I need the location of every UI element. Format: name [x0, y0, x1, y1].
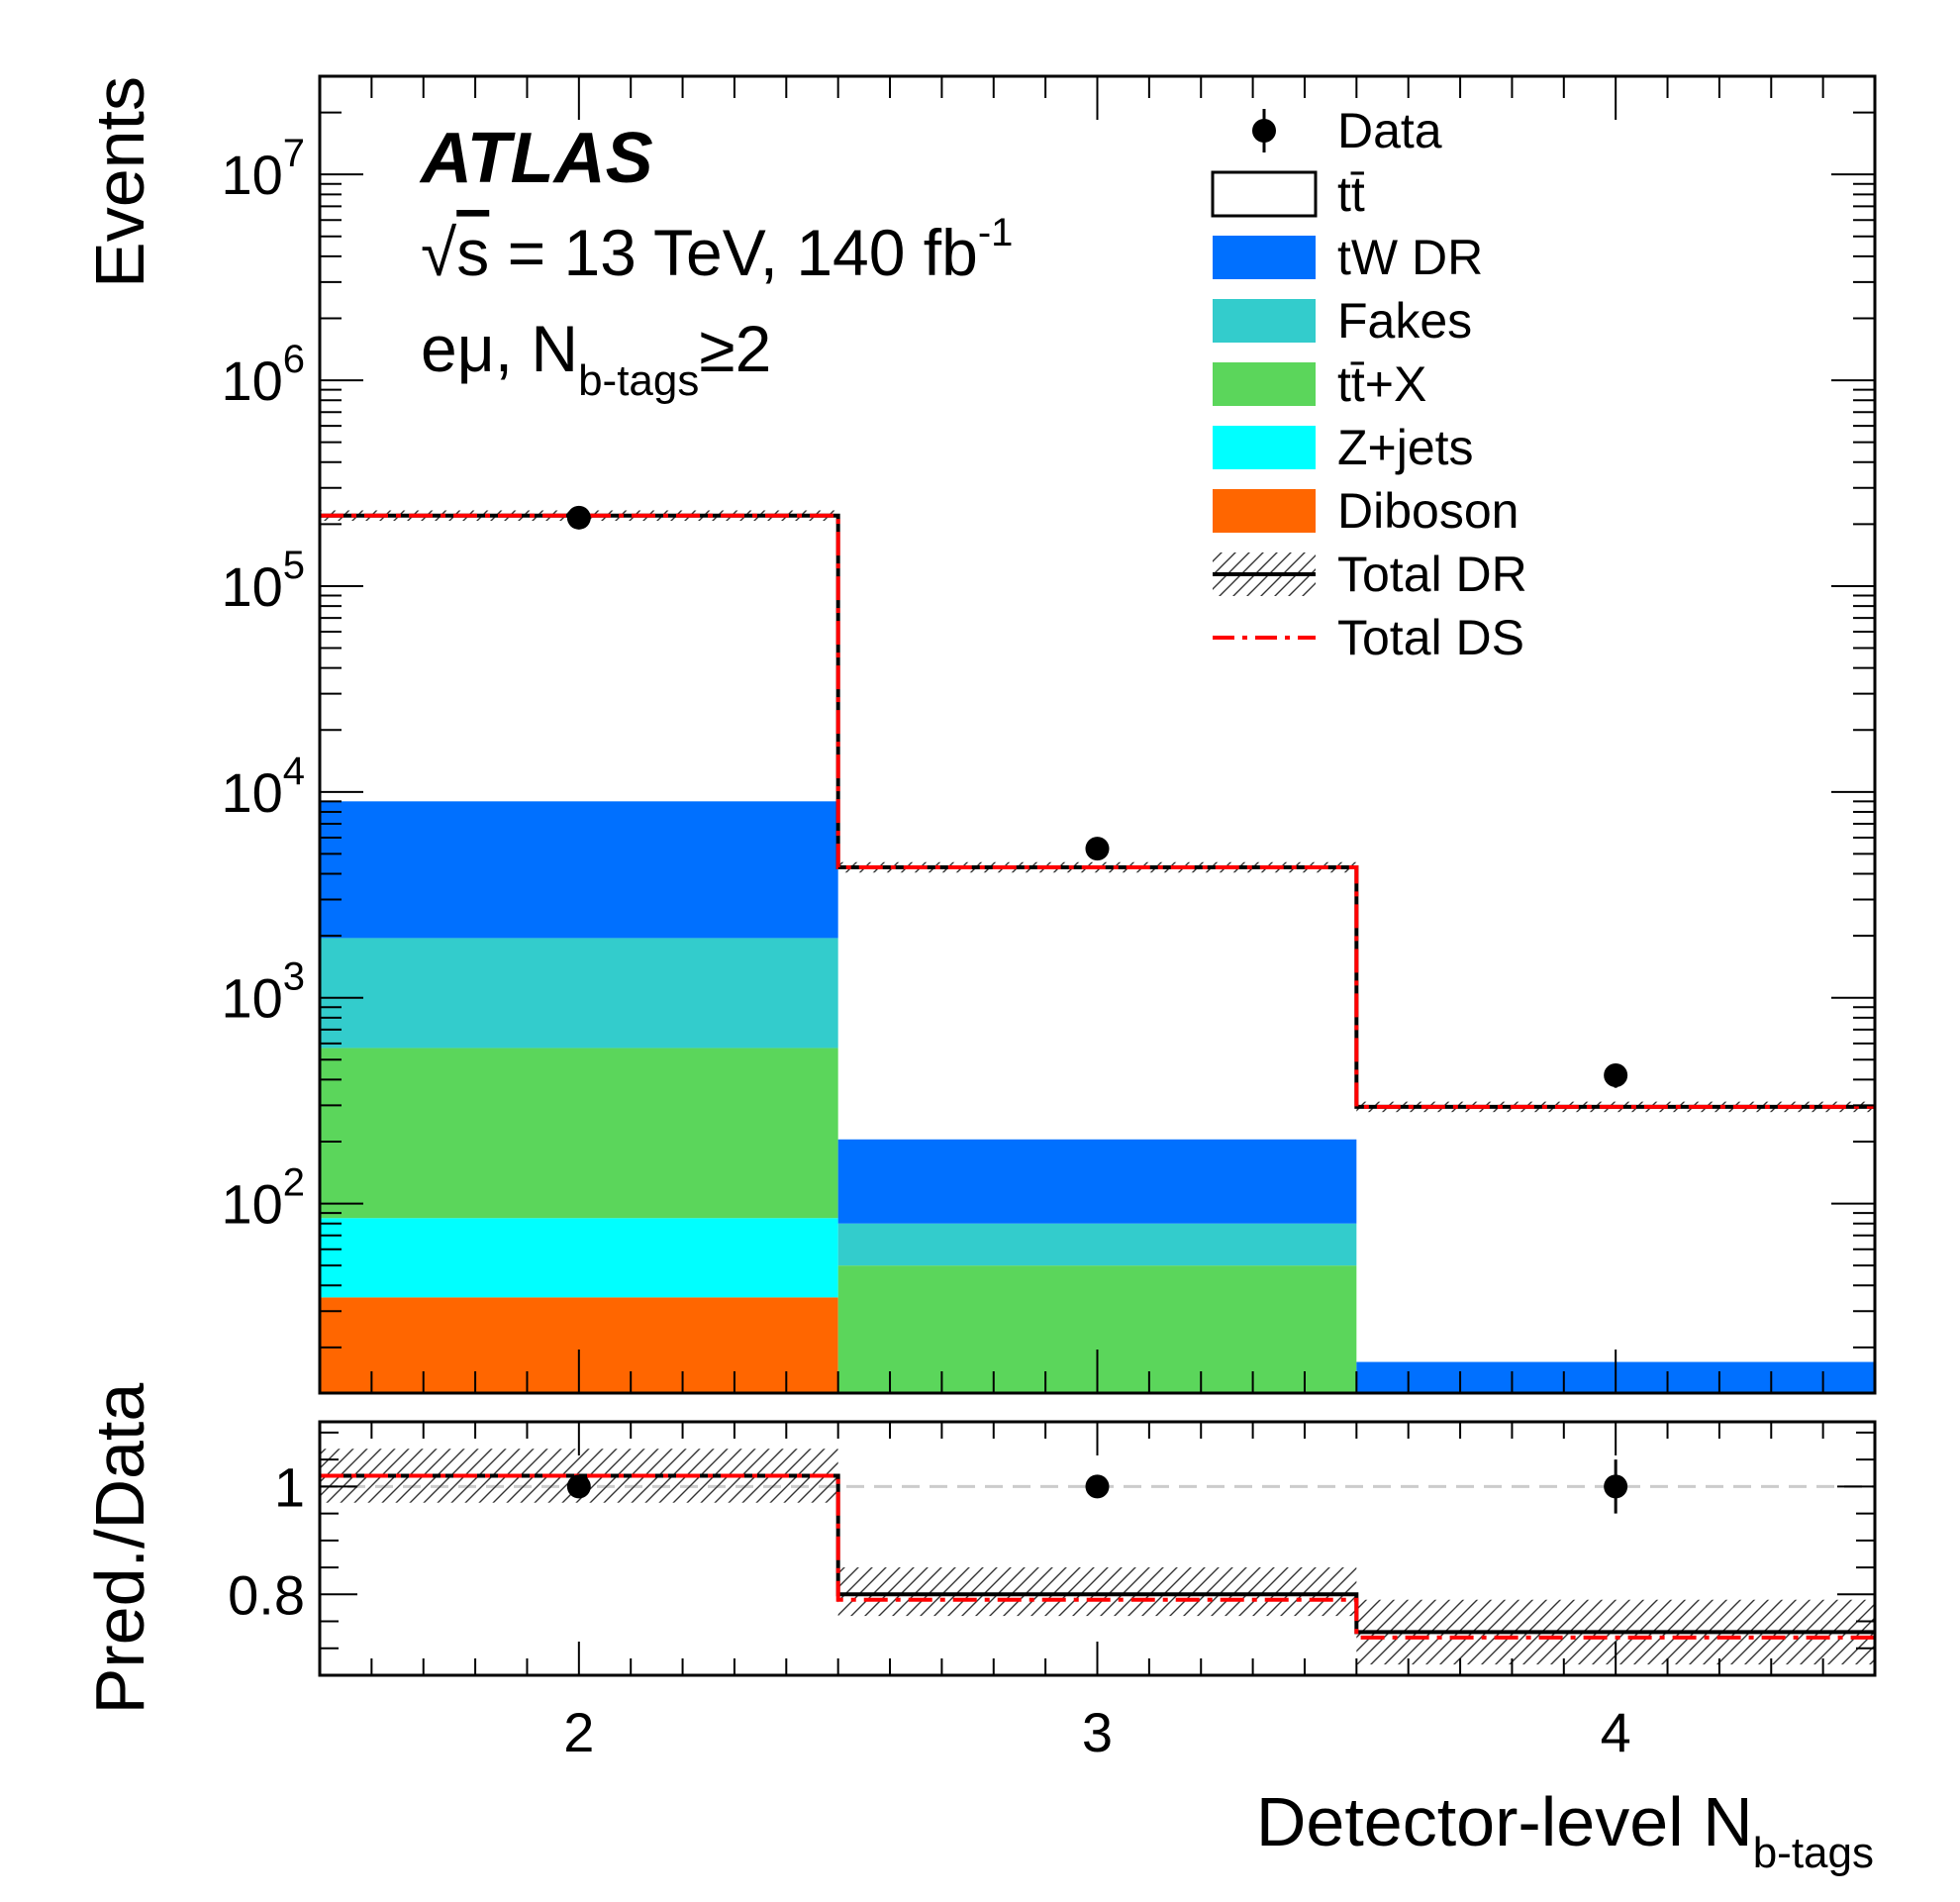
ratio-band-bin-3: [837, 1567, 1357, 1617]
region-label-tail: ≥2: [699, 312, 771, 385]
ratio-data-point-bin-3: [1085, 1474, 1110, 1499]
legend-label-tw-dr: tW DR: [1337, 230, 1483, 285]
legend-label-z-jets: Z+jets: [1337, 420, 1474, 475]
legend-entry-tt-x: tt̄+X: [1213, 356, 1426, 412]
bar-fakes-bin-3: [837, 1223, 1357, 1266]
ratio-plot-frame: [318, 1420, 1877, 1677]
ratio-plot: [318, 1420, 1877, 1677]
bar-tt-x-bin-2: [320, 1048, 838, 1219]
luminosity-exponent: -1: [978, 211, 1014, 254]
y-tick-label-1e6: 106: [221, 338, 305, 412]
x-axis-title-subscript: b-tags: [1753, 1829, 1874, 1877]
y-tick-label-exponent: 3: [283, 955, 305, 999]
region-label-subscript: b-tags: [578, 356, 699, 405]
ratio-y-axis-title: Pred./Data: [81, 1383, 158, 1715]
y-tick-label-exponent: 2: [283, 1161, 305, 1205]
ratio-axis-ticks: [320, 1422, 1875, 1676]
legend-swatch-diboson: [1213, 489, 1316, 533]
legend-entry-z-jets: Z+jets: [1213, 420, 1474, 475]
ratio-total-dr-line: [320, 1473, 1875, 1635]
total-ds-line: [320, 513, 1875, 1109]
ratio-total-ds-line: [320, 1473, 1875, 1640]
region-label: eμ, Nb-tags≥2: [421, 312, 771, 405]
legend-swatch-tw-dr: [1213, 236, 1316, 279]
legend-label-tt-x: tt̄+X: [1337, 356, 1426, 412]
x-tick-label-4: 4: [1601, 1701, 1631, 1763]
sqrt-symbol: √: [421, 216, 457, 289]
bar-tw-dr-bin-3: [837, 1139, 1357, 1224]
legend-label-total-ds: Total DS: [1337, 610, 1524, 665]
y-tick-label-exponent: 6: [283, 338, 305, 381]
x-axis-title-main: Detector-level N: [1256, 1783, 1753, 1860]
y-tick-label-exponent: 4: [283, 750, 305, 793]
main-plot: [318, 74, 1877, 1395]
legend-label-fakes: Fakes: [1337, 293, 1472, 349]
stack-bars: [320, 801, 1875, 1393]
ratio-prediction-lines: [320, 1473, 1875, 1640]
ratio-y-tick-label-1: 1: [274, 1455, 305, 1518]
legend-entry-total-dr: Total DR: [1213, 547, 1527, 602]
y-tick-label-1e5: 105: [221, 544, 305, 618]
legend-label-tt: tt̄: [1337, 166, 1365, 222]
energy-luminosity-text: = 13 TeV, 140 fb: [489, 216, 978, 289]
total-prediction-lines: [320, 513, 1875, 1109]
y-tick-label-mantissa: 10: [221, 350, 282, 412]
legend-label-data: Data: [1337, 103, 1442, 158]
legend-entry-fakes: Fakes: [1213, 293, 1472, 349]
ratio-data-point-bin-4: [1604, 1474, 1628, 1499]
main-axis-ticks: [320, 75, 1875, 1393]
ratio-data-points: [566, 1459, 1628, 1514]
ratio-data-point-bin-2: [566, 1474, 591, 1499]
region-label-main: eμ, N: [421, 312, 578, 385]
sqrt-s: s: [456, 216, 489, 289]
legend-entry-diboson: Diboson: [1213, 483, 1519, 539]
bar-z-jets-bin-2: [320, 1218, 838, 1298]
bar-tw-dr-bin-2: [320, 801, 838, 939]
legend-swatch-fakes: [1213, 299, 1316, 343]
y-tick-label-1e3: 103: [221, 955, 305, 1030]
legend-entry-total-ds: Total DS: [1213, 610, 1524, 665]
legend-data-marker: [1252, 119, 1276, 143]
data-points: [566, 505, 1628, 1088]
x-tick-label-2: 2: [563, 1701, 594, 1763]
y-tick-label-mantissa: 10: [221, 761, 282, 824]
y-tick-label-exponent: 7: [283, 132, 305, 175]
legend-label-total-dr: Total DR: [1337, 547, 1527, 602]
bar-fakes-bin-2: [320, 938, 838, 1049]
y-tick-label-1e7: 107: [221, 132, 305, 206]
legend-swatch-z-jets: [1213, 426, 1316, 469]
legend: Data tt̄ tW DR Fakes tt̄+X Z+jets Diboson Total…: [1211, 103, 1527, 665]
y-tick-label-mantissa: 10: [221, 967, 282, 1030]
data-point-bin-2: [566, 505, 591, 530]
y-tick-label-mantissa: 10: [221, 555, 282, 618]
legend-swatch-tt-x: [1213, 362, 1316, 406]
y-tick-label-1e2: 102: [221, 1161, 305, 1236]
ratio-y-tick-labels: 0.81: [228, 1455, 305, 1626]
plot-annotations: ATLAS √s = 13 TeV, 140 fb-1 eμ, Nb-tags≥…: [419, 119, 1013, 405]
main-plot-frame: [318, 74, 1877, 1395]
y-tick-label-mantissa: 10: [221, 1173, 282, 1236]
y-axis-title: Events: [81, 76, 158, 288]
ratio-y-tick-label-0-8: 0.8: [228, 1563, 305, 1626]
x-tick-label-3: 3: [1082, 1701, 1113, 1763]
legend-entry-tw-dr: tW DR: [1213, 230, 1483, 285]
y-tick-label-1e4: 104: [221, 750, 305, 824]
legend-entry-tt: tt̄: [1211, 166, 1365, 222]
y-tick-label-exponent: 5: [283, 544, 305, 587]
legend-swatch-tt: [1211, 170, 1318, 218]
x-tick-labels: 2 3 4: [563, 1701, 1630, 1763]
atlas-label: ATLAS: [419, 119, 653, 198]
data-point-bin-3: [1085, 837, 1110, 861]
data-point-bin-4: [1604, 1063, 1628, 1088]
x-axis-title: Detector-level Nb-tags: [1256, 1783, 1874, 1877]
energy-luminosity-label: √s = 13 TeV, 140 fb-1: [421, 211, 1013, 289]
legend-label-diboson: Diboson: [1337, 483, 1519, 539]
legend-entry-data: Data: [1252, 103, 1442, 158]
y-tick-label-mantissa: 10: [221, 144, 282, 206]
